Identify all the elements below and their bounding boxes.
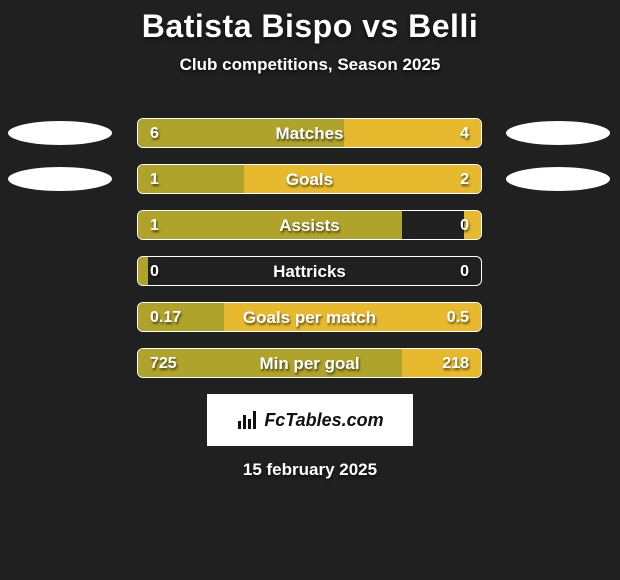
stat-bar-right xyxy=(244,165,481,193)
stat-row: 64Matches xyxy=(0,118,620,148)
stat-row: 0 0Hattricks xyxy=(0,256,620,286)
stat-bar-track: 10Assists xyxy=(137,210,482,240)
player-right-avatar-placeholder xyxy=(506,121,610,145)
stats-stage: 64Matches12Goals10Assists00Hattricks0.17… xyxy=(0,118,620,480)
player-right-name: Belli xyxy=(408,8,478,44)
player-right-avatar-placeholder xyxy=(506,167,610,191)
stat-value-left: 1 xyxy=(138,165,171,194)
subtitle: Club competitions, Season 2025 xyxy=(0,55,620,75)
stat-row: 0.170.5Goals per match xyxy=(0,302,620,332)
stat-bar-track: 12Goals xyxy=(137,164,482,194)
vs-separator: vs xyxy=(362,8,399,44)
stat-value-left: 0 xyxy=(138,257,171,286)
logo-text: FcTables.com xyxy=(264,410,383,431)
player-left-avatar-placeholder xyxy=(8,121,112,145)
stat-value-right: 0 xyxy=(448,211,481,240)
stat-bar-track: 725218Min per goal xyxy=(137,348,482,378)
page-title: Batista Bispo vs Belli xyxy=(0,8,620,45)
stat-bar-left xyxy=(138,211,402,239)
stat-value-right: 4 xyxy=(448,119,481,148)
player-left-name: Batista Bispo xyxy=(142,8,353,44)
fctables-logo[interactable]: FcTables.com xyxy=(207,394,413,446)
stat-value-right: 0 xyxy=(448,257,481,286)
stat-value-right: 218 xyxy=(430,349,481,378)
stat-value-left: 6 xyxy=(138,119,171,148)
stat-value-left: 1 xyxy=(138,211,171,240)
stat-row: 12Goals xyxy=(0,164,620,194)
stat-value-right: 2 xyxy=(448,165,481,194)
stat-row: 10Assists xyxy=(0,210,620,240)
comparison-card: Batista Bispo vs Belli Club competitions… xyxy=(0,0,620,580)
stat-value-right: 0.5 xyxy=(435,303,481,332)
player-left-avatar-placeholder xyxy=(8,167,112,191)
stat-row: 725218Min per goal xyxy=(0,348,620,378)
stat-bar-track: 0.170.5Goals per match xyxy=(137,302,482,332)
date-label: 15 february 2025 xyxy=(0,460,620,480)
bar-chart-icon xyxy=(236,409,258,431)
stat-bar-track: 64Matches xyxy=(137,118,482,148)
stat-value-left: 0.17 xyxy=(138,303,193,332)
stat-value-left: 725 xyxy=(138,349,189,378)
stat-label: Hattricks xyxy=(138,257,481,286)
stat-bar-track: 0 0Hattricks xyxy=(137,256,482,286)
